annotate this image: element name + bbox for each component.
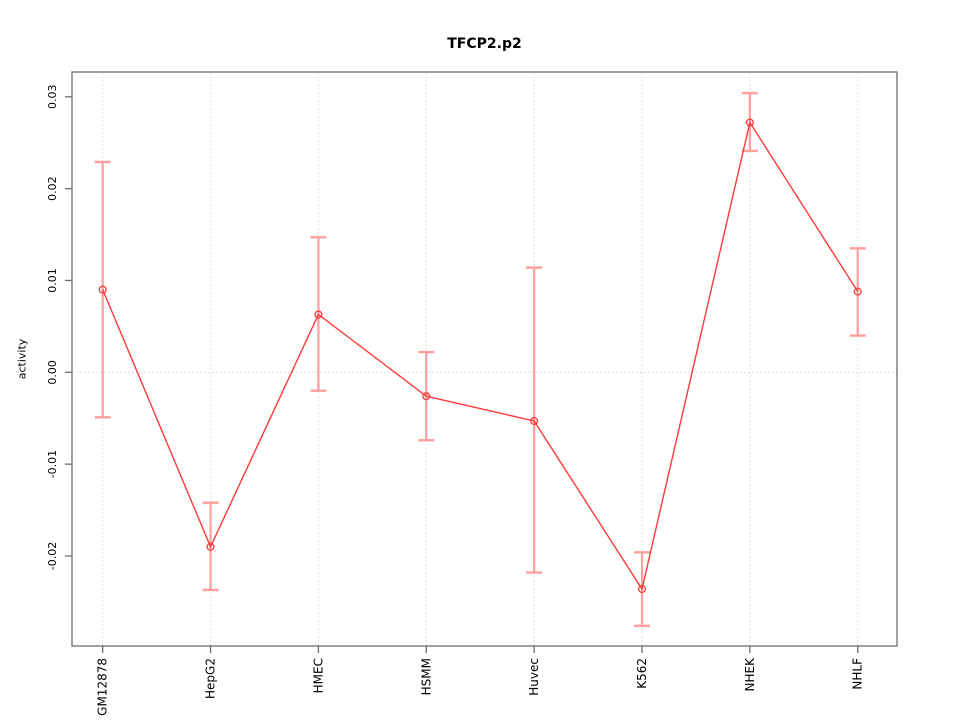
x-tick-label: HepG2 <box>204 658 218 699</box>
y-tick-label: 0.00 <box>46 360 59 385</box>
data-point <box>745 118 754 127</box>
x-tick-label: HSMM <box>419 658 433 695</box>
y-tick-label: 0.02 <box>46 176 59 201</box>
x-tick-label: NHEK <box>743 657 757 692</box>
data-point <box>314 310 323 319</box>
data-line <box>102 120 859 591</box>
x-tick-label: Huvec <box>527 658 541 696</box>
data-point <box>206 542 215 551</box>
y-tick-label: -0.02 <box>46 542 59 570</box>
data-point <box>637 585 647 594</box>
chart-title: TFCP2.p2 <box>447 36 522 52</box>
data-point <box>422 392 431 401</box>
plot-border <box>71 71 898 647</box>
x-tick-label: GM12878 <box>96 658 110 716</box>
data-point <box>853 287 862 296</box>
y-tick-label: -0.01 <box>46 450 59 478</box>
x-tick-label: NHLF <box>851 658 865 690</box>
x-tick-label: HMEC <box>311 658 325 693</box>
data-point <box>98 285 107 294</box>
y-tick-label: 0.03 <box>46 85 59 110</box>
data-point <box>530 416 539 426</box>
y-tick-label: 0.01 <box>46 268 59 293</box>
x-tick-label: K562 <box>635 658 649 689</box>
